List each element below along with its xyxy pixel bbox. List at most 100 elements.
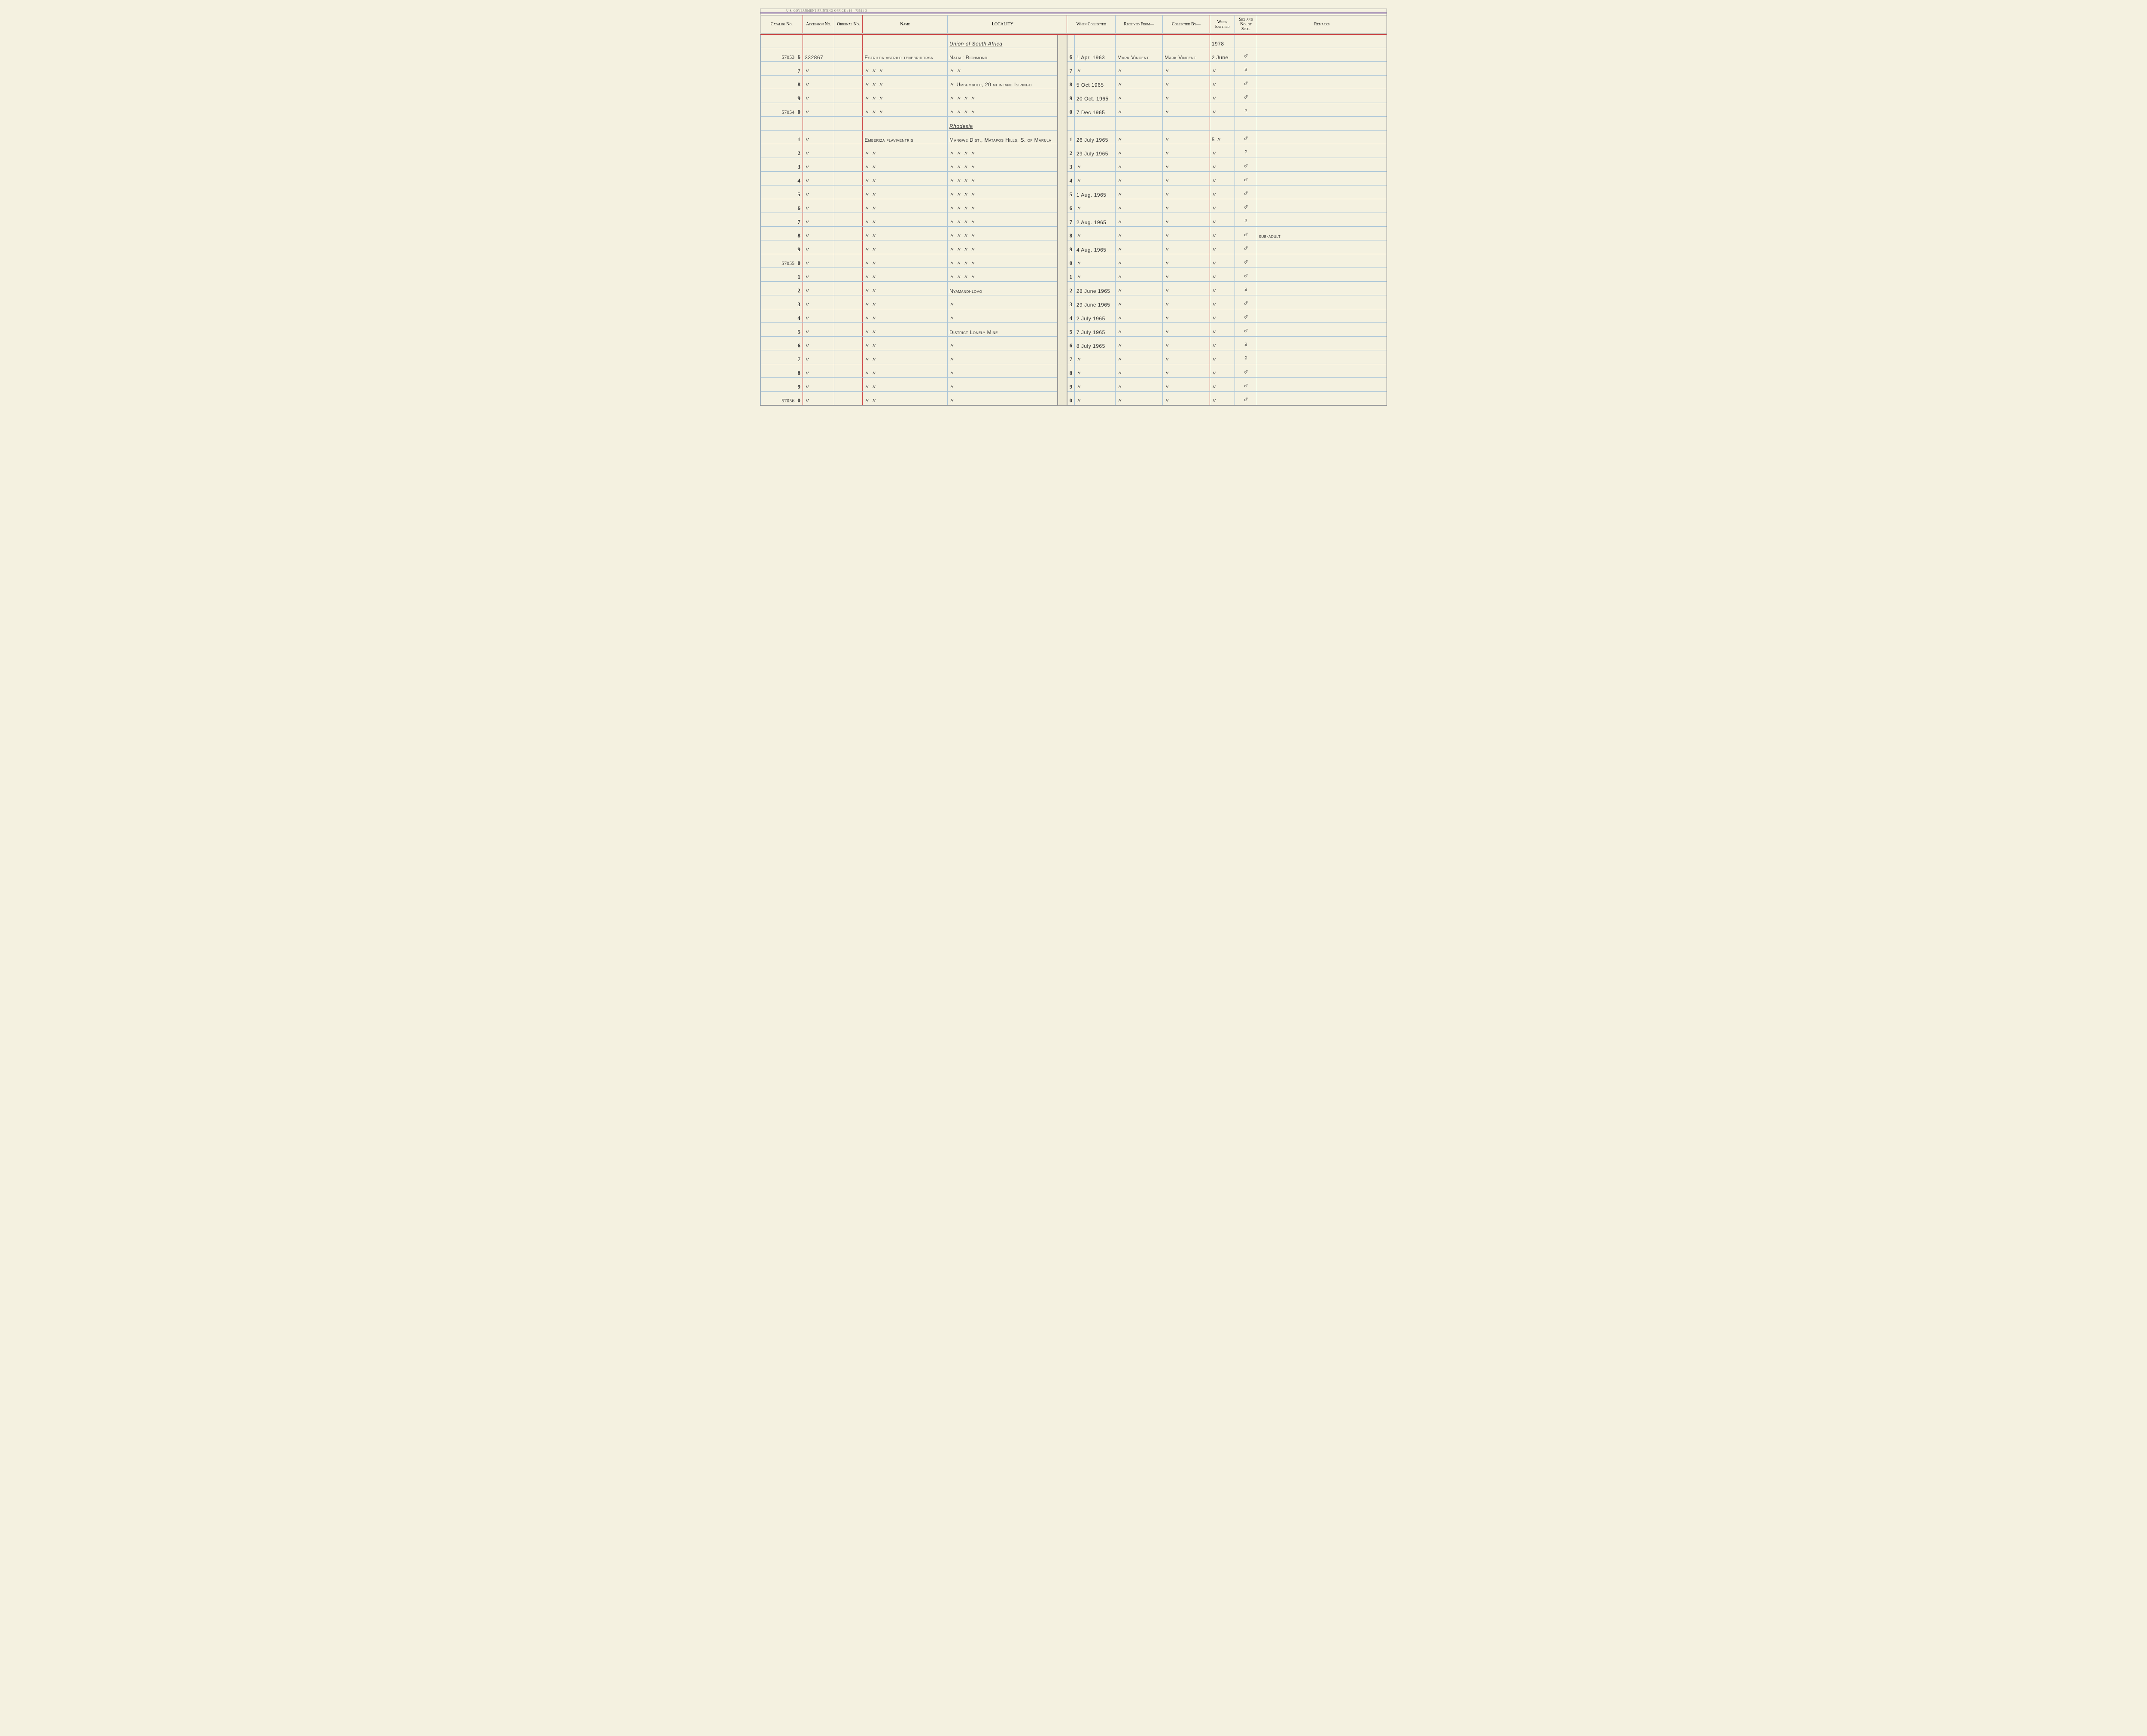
cell-when: 1 Apr. 1963 — [1074, 48, 1115, 62]
cell-rowdigit: 7 — [795, 350, 803, 364]
cell-when: 〃 — [1074, 364, 1115, 378]
cell-sex: ♀ — [1235, 337, 1257, 350]
cell-collected: 〃 — [1162, 323, 1210, 337]
cell-name: 〃 〃 — [863, 337, 948, 350]
table-row: 570550〃〃 〃〃 〃 〃 〃0〃〃〃〃♂ — [761, 254, 1387, 268]
cell-catalog — [761, 309, 796, 323]
cell-remarks — [1257, 240, 1387, 254]
cell-rowdigit: 8 — [795, 227, 803, 240]
cell-received: 〃 — [1116, 144, 1163, 158]
cell-remarks — [1257, 34, 1387, 48]
cell-collected: 〃 — [1162, 254, 1210, 268]
cell-remarks — [1257, 364, 1387, 378]
cell-entered: 〃 — [1210, 268, 1235, 282]
cell-rowdigit2: 6 — [1067, 199, 1075, 213]
cell-entered: 〃 — [1210, 323, 1235, 337]
th-received: Received From— — [1116, 15, 1163, 33]
cell-remarks: sub-adult — [1257, 227, 1387, 240]
cell-gutter — [1058, 34, 1067, 48]
cell-sex: ♀ — [1235, 350, 1257, 364]
cell-when: 〃 — [1074, 268, 1115, 282]
cell-catalog — [761, 282, 796, 295]
ledger-page: U.S. GOVERNMENT PRINTING OFFICE : 16—735… — [760, 9, 1387, 406]
cell-original — [834, 76, 863, 89]
cell-accession: 〃 — [803, 131, 834, 144]
table-row: 2〃〃 〃Nyamandhlovo228 June 1965〃〃〃♀ — [761, 282, 1387, 295]
cell-entered — [1210, 117, 1235, 131]
cell-when: 5 Oct 1965 — [1074, 76, 1115, 89]
cell-received: Mark Vincent — [1116, 48, 1163, 62]
cell-received: 〃 — [1116, 76, 1163, 89]
cell-catalog — [761, 268, 796, 282]
cell-name: 〃 〃 — [863, 364, 948, 378]
cell-catalog — [761, 295, 796, 309]
cell-rowdigit2: 9 — [1067, 89, 1075, 103]
locality-region-header: Rhodesia — [948, 117, 1058, 131]
cell-catalog: 57055 — [761, 254, 796, 268]
table-row: 6〃〃 〃〃68 July 1965〃〃〃♀ — [761, 337, 1387, 350]
table-row: 570560〃〃 〃〃0〃〃〃〃♂ — [761, 392, 1387, 405]
cell-received: 〃 — [1116, 227, 1163, 240]
cell-rowdigit: 8 — [795, 364, 803, 378]
cell-accession: 〃 — [803, 309, 834, 323]
cell-remarks — [1257, 309, 1387, 323]
cell-original — [834, 213, 863, 227]
cell-rowdigit2: 3 — [1067, 295, 1075, 309]
cell-remarks — [1257, 392, 1387, 405]
cell-entered: 〃 — [1210, 254, 1235, 268]
cell-name: 〃 〃 〃 — [863, 89, 948, 103]
cell-name: 〃 〃 — [863, 392, 948, 405]
table-row: 4〃〃 〃〃 〃 〃 〃4〃〃〃〃♂ — [761, 172, 1387, 185]
cell-collected: 〃 — [1162, 268, 1210, 282]
cell-collected: 〃 — [1162, 227, 1210, 240]
cell-rowdigit: 9 — [795, 378, 803, 392]
cell-rowdigit2: 6 — [1067, 337, 1075, 350]
cell-accession: 〃 — [803, 268, 834, 282]
cell-remarks — [1257, 89, 1387, 103]
cell-catalog: 57054 — [761, 103, 796, 117]
cell-received: 〃 — [1116, 172, 1163, 185]
cell-gutter — [1058, 364, 1067, 378]
cell-sex: ♂ — [1235, 131, 1257, 144]
cell-remarks — [1257, 48, 1387, 62]
cell-catalog — [761, 89, 796, 103]
cell-entered: 〃 — [1210, 62, 1235, 76]
cell-rowdigit: 4 — [795, 309, 803, 323]
cell-collected: 〃 — [1162, 295, 1210, 309]
cell-received: 〃 — [1116, 89, 1163, 103]
cell-catalog — [761, 323, 796, 337]
cell-name: 〃 〃 — [863, 268, 948, 282]
cell-collected — [1162, 34, 1210, 48]
cell-name: 〃 〃 — [863, 144, 948, 158]
cell-gutter — [1058, 76, 1067, 89]
cell-entered: 〃 — [1210, 89, 1235, 103]
cell-entered: 〃 — [1210, 392, 1235, 405]
cell-locality: 〃 — [948, 378, 1058, 392]
cell-entered: 〃 — [1210, 378, 1235, 392]
cell-name: 〃 〃 — [863, 172, 948, 185]
cell-gutter — [1058, 172, 1067, 185]
cell-when: 29 July 1965 — [1074, 144, 1115, 158]
cell-name: 〃 〃 — [863, 158, 948, 172]
cell-received: 〃 — [1116, 103, 1163, 117]
cell-collected: 〃 — [1162, 282, 1210, 295]
cell-gutter — [1058, 295, 1067, 309]
cell-received: 〃 — [1116, 323, 1163, 337]
cell-collected: 〃 — [1162, 309, 1210, 323]
cell-rowdigit: 6 — [795, 48, 803, 62]
cell-remarks — [1257, 144, 1387, 158]
cell-name — [863, 117, 948, 131]
th-name: Name — [863, 15, 948, 33]
cell-name — [863, 34, 948, 48]
cell-when: 2 July 1965 — [1074, 309, 1115, 323]
cell-entered: 〃 — [1210, 185, 1235, 199]
cell-sex: ♂ — [1235, 364, 1257, 378]
cell-gutter — [1058, 199, 1067, 213]
cell-remarks — [1257, 254, 1387, 268]
cell-gutter — [1058, 350, 1067, 364]
cell-gutter — [1058, 185, 1067, 199]
cell-name: 〃 〃 — [863, 227, 948, 240]
cell-gutter — [1058, 254, 1067, 268]
cell-rowdigit2: 0 — [1067, 392, 1075, 405]
cell-gutter — [1058, 323, 1067, 337]
